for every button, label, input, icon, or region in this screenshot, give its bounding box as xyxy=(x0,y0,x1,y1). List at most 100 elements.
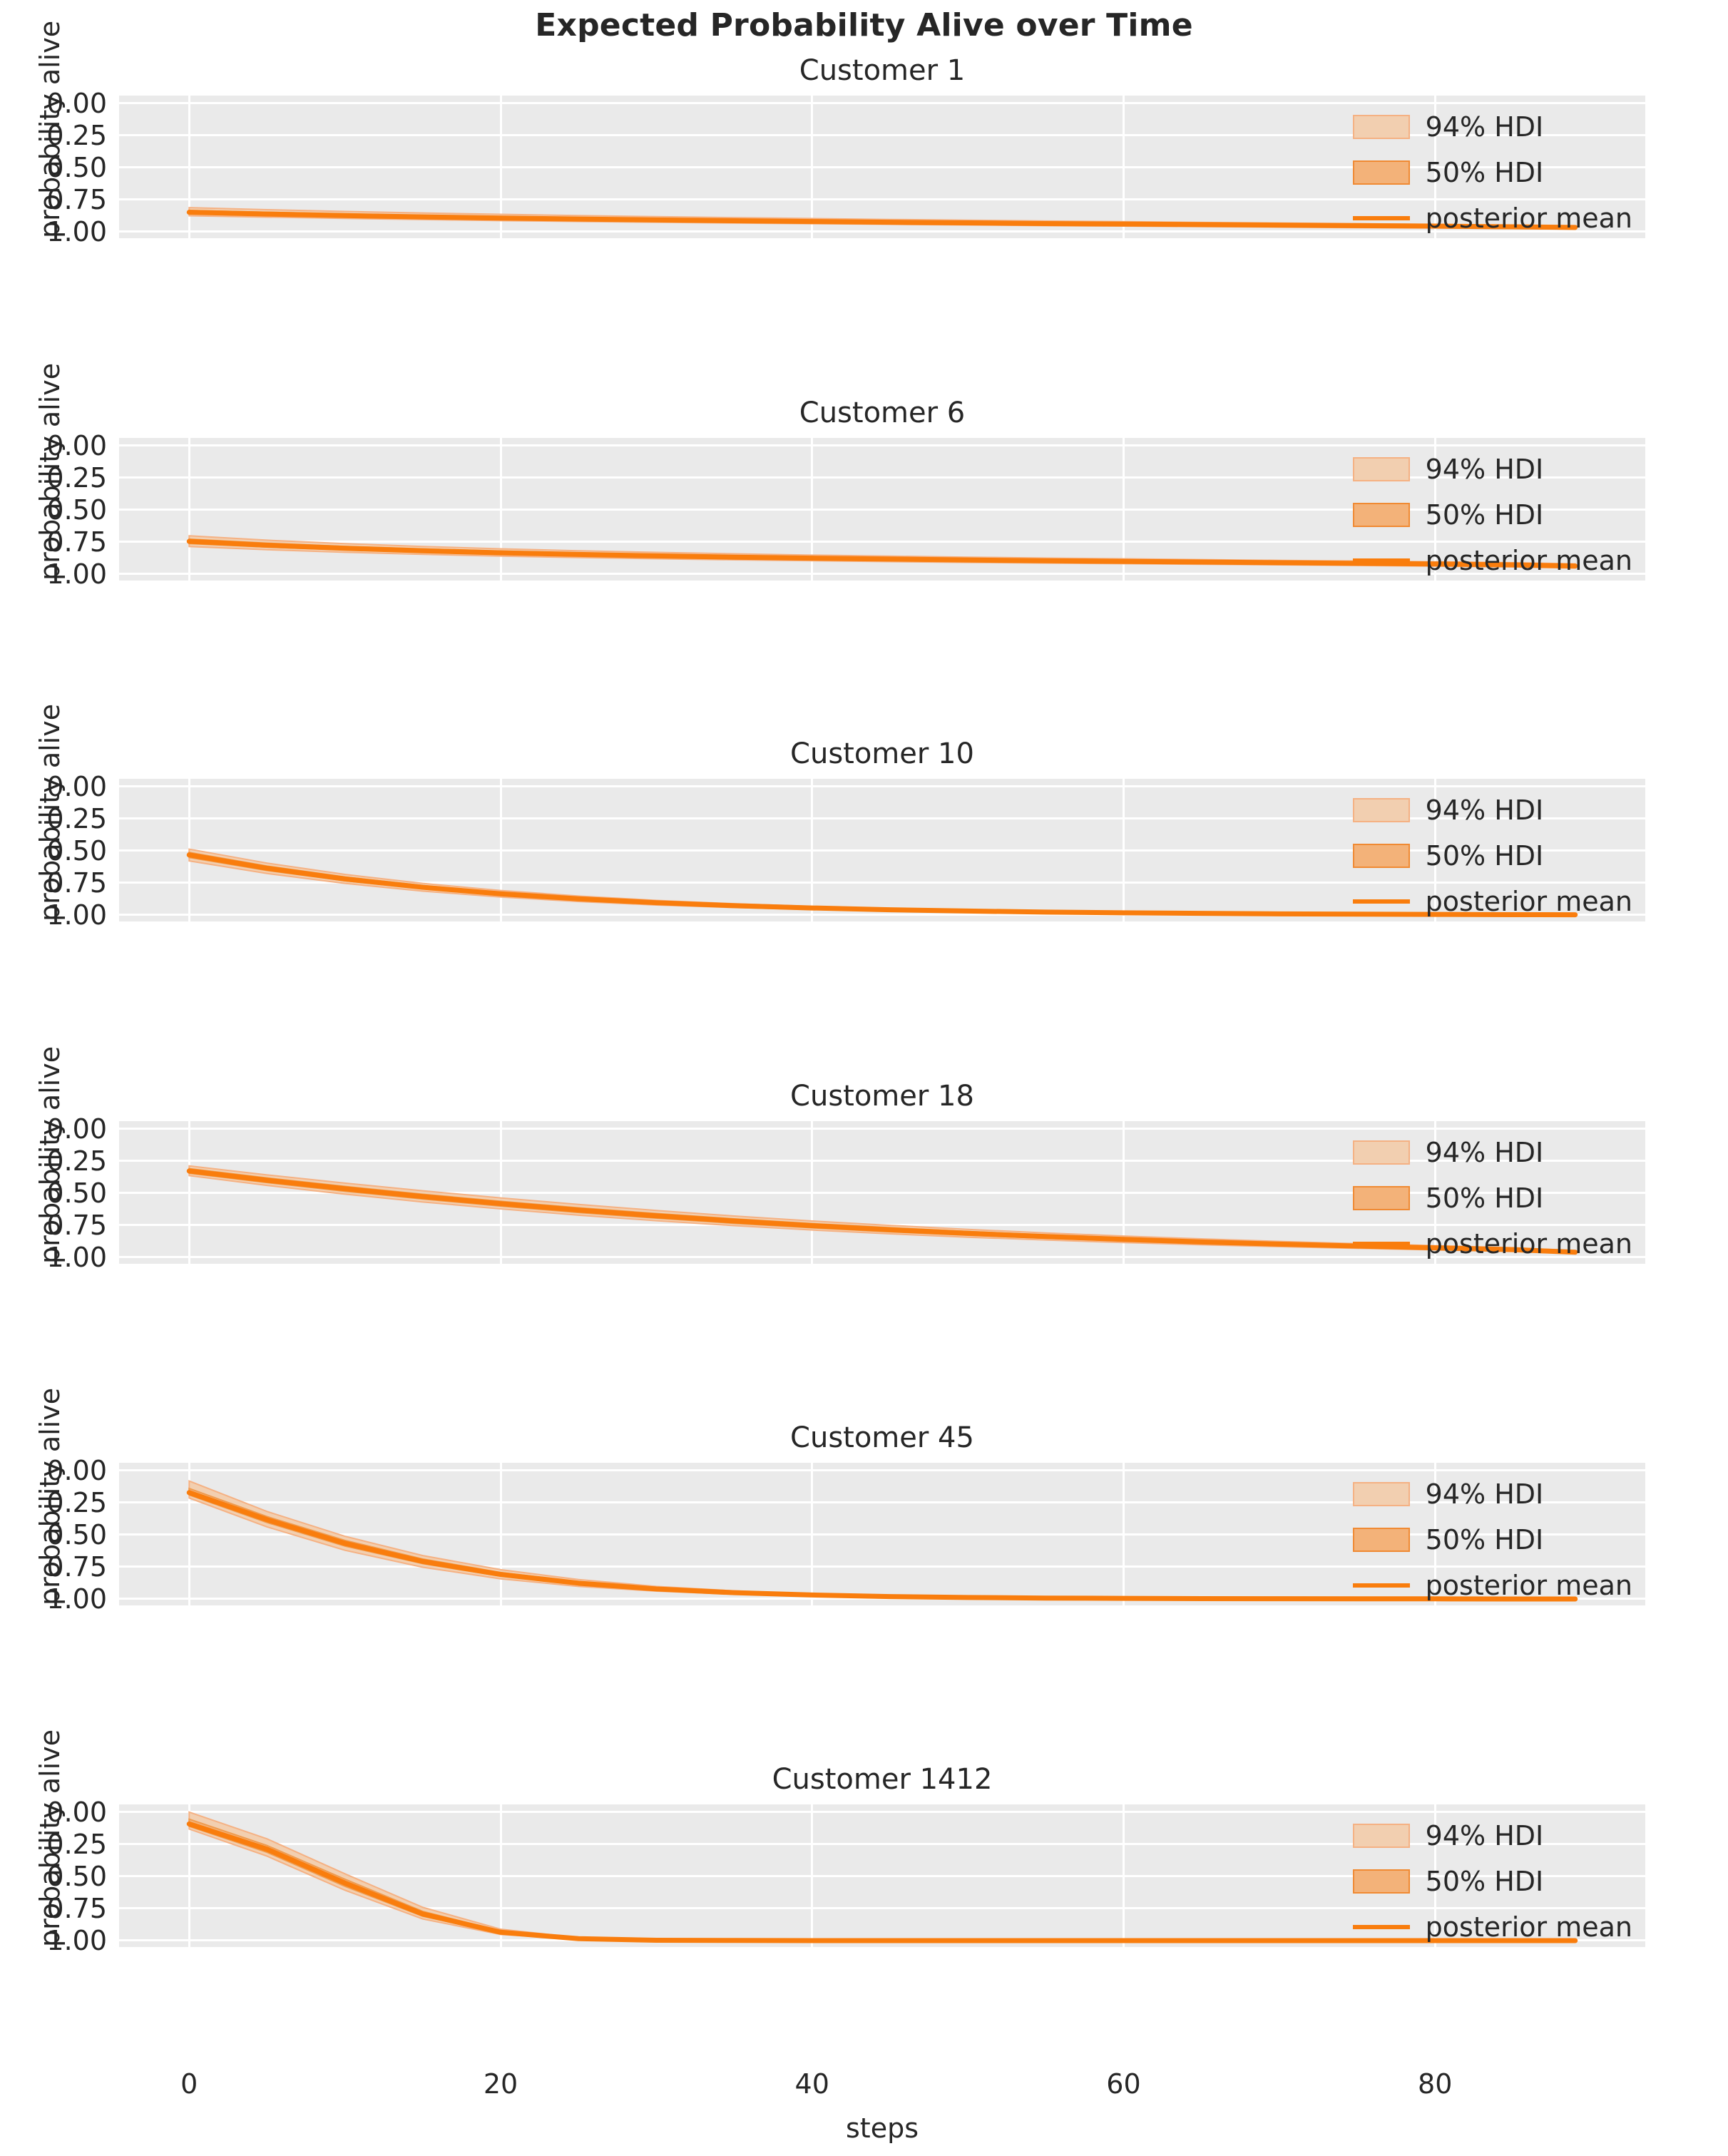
y-tick-label: 0.25 xyxy=(46,1828,107,1860)
y-tick-label: 0.25 xyxy=(46,1145,107,1177)
legend-swatch-hdi50-icon xyxy=(1352,1869,1410,1894)
legend-item[interactable]: 50% HDI xyxy=(1352,499,1632,531)
legend-label: posterior mean xyxy=(1425,545,1632,576)
posterior-mean-line xyxy=(186,1821,1578,1943)
subplot-customer-10: Customer 10 94% HDI 50% HDI posterior mean xyxy=(119,737,1645,921)
subplot-customer-18: Customer 18 94% HDI 50% HDI posterior mean xyxy=(119,1080,1645,1264)
legend-item[interactable]: posterior mean xyxy=(1352,886,1632,917)
legend-swatch-meanline-icon xyxy=(1352,1583,1410,1588)
legend-item[interactable]: posterior mean xyxy=(1352,545,1632,576)
legend-item[interactable]: 50% HDI xyxy=(1352,157,1632,188)
legend-item[interactable]: posterior mean xyxy=(1352,1911,1632,1943)
x-tick-label: 40 xyxy=(794,2068,829,2100)
legend-item[interactable]: posterior mean xyxy=(1352,1228,1632,1260)
legend: 94% HDI 50% HDI posterior mean xyxy=(1349,1134,1637,1262)
gridline-horizontal xyxy=(119,1501,1645,1504)
legend-item[interactable]: posterior mean xyxy=(1352,203,1632,234)
y-axis-label: probability alive xyxy=(34,703,66,921)
data-layer xyxy=(186,207,1578,230)
y-tick-label: 0.00 xyxy=(46,429,107,461)
y-tick-label: 0.00 xyxy=(46,1796,107,1828)
y-tick-label: 1.00 xyxy=(46,558,107,590)
gridline-horizontal xyxy=(119,849,1645,852)
legend-label: posterior mean xyxy=(1425,1228,1632,1260)
gridline-vertical xyxy=(188,96,190,238)
legend-item[interactable]: 94% HDI xyxy=(1352,795,1632,826)
legend-label: 94% HDI xyxy=(1425,795,1544,826)
posterior-mean-line xyxy=(186,1168,1578,1255)
legend-swatch-hdi50-icon xyxy=(1352,1186,1410,1210)
legend-item[interactable]: 94% HDI xyxy=(1352,111,1632,143)
gridline-vertical xyxy=(1122,1463,1125,1605)
y-tick-label: 0.50 xyxy=(46,1518,107,1550)
legend-item[interactable]: 50% HDI xyxy=(1352,840,1632,872)
y-tick-label: 1.00 xyxy=(46,899,107,931)
legend-label: 50% HDI xyxy=(1425,1182,1544,1214)
axes-area: 94% HDI 50% HDI posterior mean xyxy=(119,1804,1645,1947)
legend-swatch-meanline-icon xyxy=(1352,216,1410,220)
legend-item[interactable]: 50% HDI xyxy=(1352,1524,1632,1555)
y-tick-label: 0.00 xyxy=(46,87,107,119)
gridline-vertical xyxy=(811,779,814,921)
legend-item[interactable]: 94% HDI xyxy=(1352,1478,1632,1510)
gridline-vertical xyxy=(499,1463,502,1605)
gridline-vertical xyxy=(811,1121,814,1264)
y-tick-label: 0.75 xyxy=(46,183,107,215)
legend-label: posterior mean xyxy=(1425,1570,1632,1601)
axes-area: 94% HDI 50% HDI posterior mean xyxy=(119,1121,1645,1264)
posterior-mean-line xyxy=(186,1490,1578,1602)
y-tick-label: 1.00 xyxy=(46,215,107,247)
data-layer xyxy=(186,1480,1578,1602)
gridline-horizontal xyxy=(119,1469,1645,1472)
gridline-horizontal xyxy=(119,166,1645,169)
y-axis-label: probability alive xyxy=(34,1729,66,1947)
legend: 94% HDI 50% HDI posterior mean xyxy=(1349,792,1637,920)
x-axis-label: steps xyxy=(846,2112,919,2144)
gridline-horizontal xyxy=(119,1907,1645,1910)
gridline-vertical xyxy=(1122,438,1125,581)
legend-item[interactable]: 94% HDI xyxy=(1352,454,1632,485)
y-tick-label: 0.50 xyxy=(46,834,107,867)
legend: 94% HDI 50% HDI posterior mean xyxy=(1349,1817,1637,1946)
legend-label: posterior mean xyxy=(1425,203,1632,234)
legend-swatch-hdi50-icon xyxy=(1352,1528,1410,1552)
x-tick-label: 20 xyxy=(483,2068,518,2100)
gridline-vertical xyxy=(1433,1804,1436,1947)
legend: 94% HDI 50% HDI posterior mean xyxy=(1349,108,1637,237)
subplot-customer-1: Customer 1 94% HDI 50% HDI posterior mean xyxy=(119,54,1645,238)
y-tick-label: 0.00 xyxy=(46,1113,107,1145)
gridline-horizontal xyxy=(119,1875,1645,1878)
legend-item[interactable]: 50% HDI xyxy=(1352,1182,1632,1214)
subplot-title: Customer 1412 xyxy=(772,1763,993,1796)
y-axis-label: probability alive xyxy=(34,1387,66,1605)
gridline-horizontal xyxy=(119,1256,1645,1259)
posterior-mean-line xyxy=(186,210,1578,230)
gridline-vertical xyxy=(499,779,502,921)
gridline-vertical xyxy=(811,438,814,581)
data-layer xyxy=(186,848,1578,918)
legend-label: 94% HDI xyxy=(1425,111,1544,143)
legend-item[interactable]: 94% HDI xyxy=(1352,1137,1632,1168)
figure-title: Expected Probability Alive over Time xyxy=(535,7,1193,44)
legend-item[interactable]: posterior mean xyxy=(1352,1570,1632,1601)
legend: 94% HDI 50% HDI posterior mean xyxy=(1349,1476,1637,1604)
gridline-horizontal xyxy=(119,476,1645,479)
subplot-title: Customer 10 xyxy=(790,737,974,770)
legend-swatch-hdi50-icon xyxy=(1352,160,1410,185)
legend-swatch-hdi94-icon xyxy=(1352,798,1410,822)
legend-item[interactable]: 50% HDI xyxy=(1352,1866,1632,1897)
y-tick-label: 0.25 xyxy=(46,461,107,494)
legend: 94% HDI 50% HDI posterior mean xyxy=(1349,451,1637,579)
gridline-horizontal xyxy=(119,882,1645,884)
gridline-vertical xyxy=(188,438,190,581)
legend-swatch-hdi94-icon xyxy=(1352,457,1410,481)
legend-item[interactable]: 94% HDI xyxy=(1352,1820,1632,1851)
gridline-vertical xyxy=(499,1804,502,1947)
gridline-horizontal xyxy=(119,817,1645,820)
data-layer xyxy=(186,1165,1578,1255)
y-tick-label: 0.50 xyxy=(46,1177,107,1209)
legend-label: 94% HDI xyxy=(1425,454,1544,485)
gridline-vertical xyxy=(1122,1804,1125,1947)
gridline-horizontal xyxy=(119,1533,1645,1536)
